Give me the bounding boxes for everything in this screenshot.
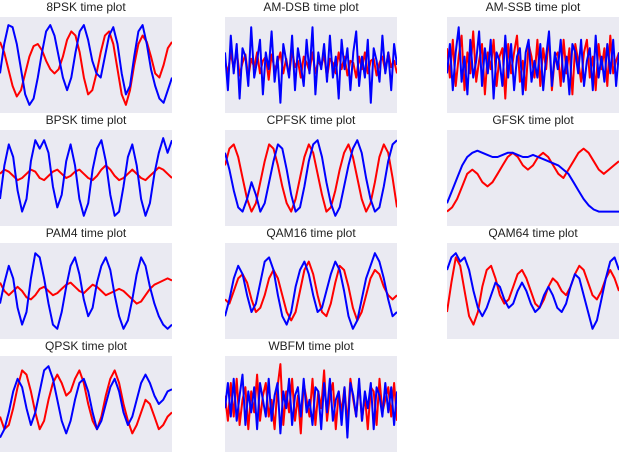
subplot-10: QPSK time plot bbox=[0, 339, 172, 452]
time-plot-area bbox=[0, 356, 172, 452]
subplot-9: QAM64 time plot bbox=[447, 226, 619, 339]
subplot-title: QAM16 time plot bbox=[266, 226, 356, 240]
subplot-1: 8PSK time plot bbox=[0, 0, 172, 113]
series-line-red bbox=[225, 363, 397, 435]
series-line-red bbox=[225, 143, 397, 213]
time-plot-area bbox=[225, 17, 397, 113]
subplot-title: AM-SSB time plot bbox=[485, 0, 581, 14]
plot-background bbox=[225, 243, 397, 339]
subplot-title: CPFSK time plot bbox=[266, 113, 356, 127]
subplot-title: BPSK time plot bbox=[45, 113, 127, 127]
subplot-title: QPSK time plot bbox=[44, 339, 128, 353]
plot-background bbox=[447, 130, 619, 226]
series-line-blue bbox=[0, 365, 172, 439]
series-line-red bbox=[0, 30, 172, 106]
time-plot-area bbox=[0, 17, 172, 113]
subplot-4: BPSK time plot bbox=[0, 113, 172, 226]
subplot-title: WBFM time plot bbox=[268, 339, 354, 353]
subplot-8: QAM16 time plot bbox=[225, 226, 397, 339]
subplot-3: AM-SSB time plot bbox=[447, 0, 619, 113]
time-plot-area bbox=[225, 356, 397, 452]
subplot-7: PAM4 time plot bbox=[0, 226, 172, 339]
subplot-6: GFSK time plot bbox=[447, 113, 619, 226]
series-line-blue bbox=[0, 252, 172, 330]
time-plot-area bbox=[225, 130, 397, 226]
subplot-title: 8PSK time plot bbox=[46, 0, 126, 14]
time-plot-area bbox=[447, 130, 619, 226]
subplot-2: AM-DSB time plot bbox=[225, 0, 397, 113]
series-line-blue bbox=[225, 252, 397, 330]
series-line-blue bbox=[0, 24, 172, 106]
subplot-title: AM-DSB time plot bbox=[263, 0, 359, 14]
series-line-blue bbox=[447, 149, 619, 213]
series-line-blue bbox=[225, 139, 397, 217]
series-line-blue bbox=[0, 137, 172, 217]
subplot-title: GFSK time plot bbox=[492, 113, 574, 127]
time-plot-area bbox=[225, 243, 397, 339]
subplot-11: WBFM time plot bbox=[225, 339, 397, 452]
time-plot-area bbox=[0, 243, 172, 339]
series-line-red bbox=[447, 147, 619, 213]
time-plot-area bbox=[447, 17, 619, 113]
series-line-blue bbox=[447, 252, 619, 330]
subplot-title: QAM64 time plot bbox=[488, 226, 578, 240]
subplot-5: CPFSK time plot bbox=[225, 113, 397, 226]
time-plot-area bbox=[447, 243, 619, 339]
series-line-blue bbox=[225, 26, 397, 104]
series-line-blue bbox=[225, 373, 397, 439]
series-line-blue bbox=[447, 26, 619, 100]
series-line-red bbox=[0, 369, 172, 435]
series-line-red bbox=[447, 256, 619, 326]
time-plot-area bbox=[0, 130, 172, 226]
subplot-title: PAM4 time plot bbox=[45, 226, 127, 240]
plot-background bbox=[225, 130, 397, 226]
